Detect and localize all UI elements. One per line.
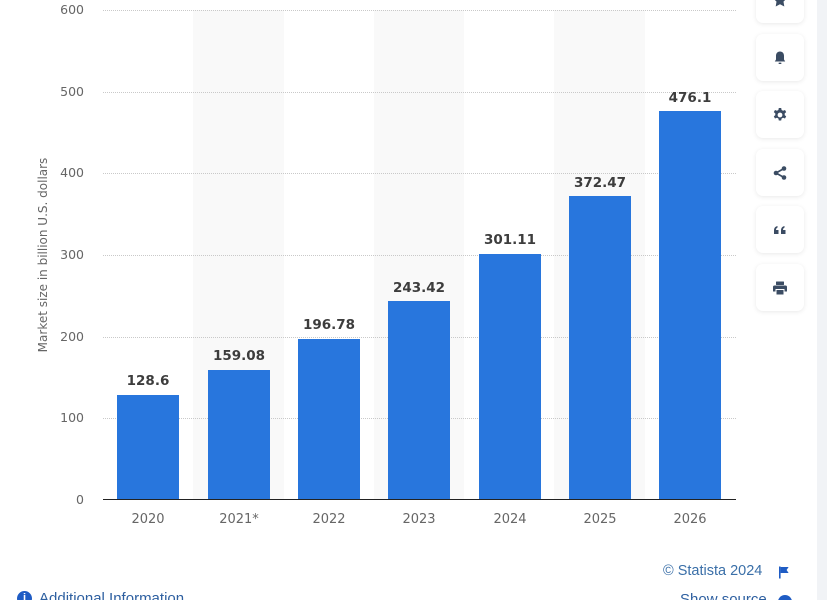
x-tick-label: 2022 xyxy=(312,512,346,527)
x-tick-label: 2020 xyxy=(131,512,165,527)
x-tick-label: 2023 xyxy=(402,512,436,527)
cite-button[interactable] xyxy=(756,206,804,253)
copyright-text[interactable]: © Statista 2024 xyxy=(663,563,763,579)
star-icon xyxy=(775,0,785,6)
settings-button[interactable] xyxy=(756,91,804,138)
notification-button[interactable] xyxy=(756,34,804,81)
bar-2024[interactable] xyxy=(479,254,541,500)
gridline xyxy=(103,173,736,174)
bar-2023[interactable] xyxy=(388,301,450,500)
bar-chart: 600 500 400 300 200 100 0 Market size in… xyxy=(36,2,736,527)
y-tick-label: 600 xyxy=(60,2,84,17)
bar-2026[interactable] xyxy=(659,111,721,500)
gridline xyxy=(103,10,736,11)
share-button[interactable] xyxy=(756,149,804,196)
data-label: 372.47 xyxy=(573,175,627,191)
bar-2020[interactable] xyxy=(117,395,179,500)
bar-2025[interactable] xyxy=(569,196,631,500)
x-tick-label: 2024 xyxy=(493,512,527,527)
print-button[interactable] xyxy=(756,264,804,311)
share-icon xyxy=(773,165,787,180)
gear-icon xyxy=(773,107,787,120)
additional-information-label: Additional Information xyxy=(39,590,185,600)
gridline xyxy=(103,92,736,93)
bar-2021[interactable] xyxy=(208,370,270,500)
bell-icon xyxy=(774,51,786,64)
quote-icon xyxy=(774,225,786,234)
gridline xyxy=(103,255,736,256)
y-tick-label: 400 xyxy=(60,165,84,180)
x-axis-line xyxy=(103,499,736,500)
data-label: 128.6 xyxy=(126,373,170,389)
y-tick-label: 200 xyxy=(60,329,84,344)
flag-icon[interactable] xyxy=(778,566,790,579)
data-label: 476.1 xyxy=(668,90,712,106)
y-tick-label: 500 xyxy=(60,84,84,99)
data-label: 301.11 xyxy=(483,232,537,248)
y-tick-label: 100 xyxy=(60,410,84,425)
bar-2022[interactable] xyxy=(298,339,360,500)
y-tick-label: 300 xyxy=(60,247,84,262)
data-label: 243.42 xyxy=(392,280,446,296)
source-info-icon[interactable] xyxy=(778,595,792,600)
favorite-button[interactable] xyxy=(756,0,804,23)
data-label: 159.08 xyxy=(212,348,266,364)
y-tick-label: 0 xyxy=(76,492,84,507)
print-icon xyxy=(773,281,787,294)
data-label: 196.78 xyxy=(302,317,356,333)
y-axis-title: Market size in billion U.S. dollars xyxy=(36,157,50,353)
additional-information-link[interactable]: i Additional Information xyxy=(17,590,184,600)
info-icon: i xyxy=(17,591,32,600)
x-tick-label: 2026 xyxy=(673,512,707,527)
x-tick-label: 2021* xyxy=(219,512,259,527)
x-tick-label: 2025 xyxy=(583,512,617,527)
show-source-link[interactable]: Show source xyxy=(680,591,767,600)
sidebar-background xyxy=(817,0,827,600)
